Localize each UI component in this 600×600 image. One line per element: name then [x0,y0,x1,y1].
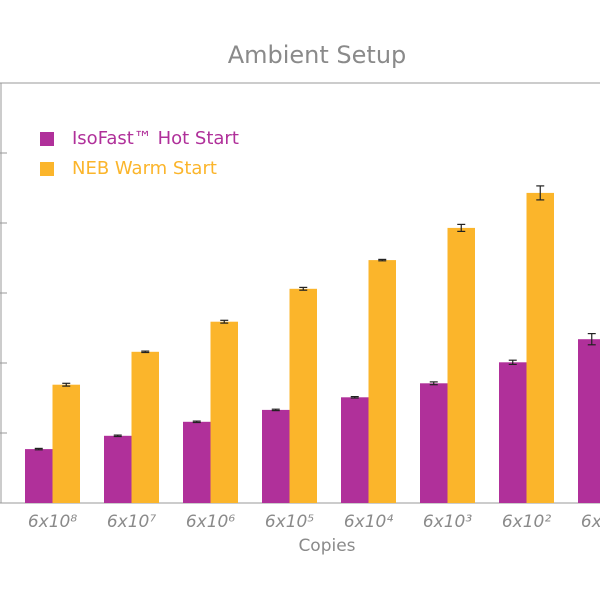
error-bar [271,408,280,412]
legend-label: NEB Warm Start [72,158,217,179]
bar [578,339,600,503]
x-tick-label: 6x10⁸ [28,512,78,532]
x-tick-label: 6x10³ [423,512,473,532]
bar [25,449,53,503]
bar [262,409,290,503]
error-bar [192,420,201,424]
bar [447,227,475,503]
error-bar [378,258,387,262]
x-tick-label: 6x10⁵ [265,512,315,532]
bar [104,435,132,503]
legend-swatch [40,132,54,146]
bar [341,397,369,503]
bar [289,288,317,503]
x-tick-label: 6x10¹ [581,512,600,532]
x-tick-label: 6x10² [502,512,552,532]
error-bar [457,223,466,232]
bar [210,321,238,503]
error-bar [34,447,43,451]
chart-title: Ambient Setup [228,41,407,69]
error-bar [536,185,545,201]
error-bar [508,359,517,365]
bar [420,383,448,503]
bar [183,421,211,503]
legend-swatch [40,162,54,176]
error-bar [113,434,122,438]
error-bar [350,396,359,399]
x-tick-label: 6x10⁶ [186,512,236,532]
bar [131,351,159,503]
x-tick-label: 6x10⁷ [107,512,157,532]
legend-label: IsoFast™ Hot Start [72,128,239,149]
error-bar [429,381,438,386]
error-bar [220,319,229,324]
bar [499,362,527,503]
x-tick-label: 6x10⁴ [344,512,394,532]
bar [526,192,554,503]
error-bar [141,350,150,354]
error-bar [299,286,308,291]
error-bar [62,382,71,387]
error-bar [587,333,596,346]
bar [52,384,80,503]
bar [368,260,396,503]
x-axis-label: Copies [298,536,355,556]
